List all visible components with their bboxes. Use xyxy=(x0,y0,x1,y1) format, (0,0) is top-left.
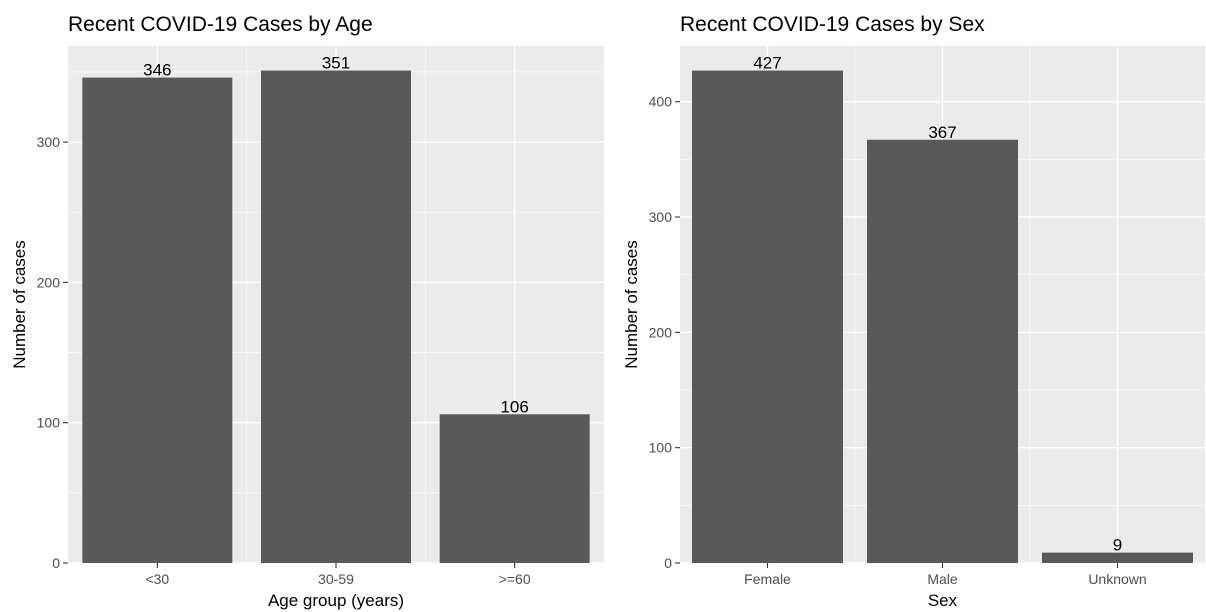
chart-sex: Recent COVID-19 Cases by Sex 0 100 200 300 40… xyxy=(622,13,1205,610)
bar-value-label: 106 xyxy=(500,397,528,416)
chart-age: Recent COVID-19 Cases by Age 0 100 200 300 <3… xyxy=(10,13,604,610)
bar xyxy=(692,70,843,563)
y-tick-label: 100 xyxy=(649,440,673,456)
y-tick-label: 0 xyxy=(664,555,672,571)
bar xyxy=(82,77,233,563)
x-tick-label: <30 xyxy=(145,571,169,587)
y-axis-label: Number of cases xyxy=(10,240,29,369)
y-tick-label: 400 xyxy=(649,94,673,110)
bar xyxy=(261,70,411,563)
bar-value-label: 346 xyxy=(143,61,171,80)
chart-title: Recent COVID-19 Cases by Sex xyxy=(680,13,985,36)
chart-title: Recent COVID-19 Cases by Age xyxy=(68,13,373,36)
y-tick-label: 200 xyxy=(649,324,673,340)
y-tick-label: 300 xyxy=(37,134,61,150)
y-tick-label: 0 xyxy=(52,555,60,571)
bar xyxy=(1042,552,1193,563)
x-tick-label: 30-59 xyxy=(318,571,354,587)
x-axis-label: Age group (years) xyxy=(268,591,404,610)
x-tick-label: Unknown xyxy=(1088,571,1146,587)
bar-value-label: 9 xyxy=(1113,536,1122,555)
bar-value-label: 427 xyxy=(753,54,781,73)
bar xyxy=(439,414,590,563)
bar-value-label: 367 xyxy=(928,123,956,142)
x-tick-label: >=60 xyxy=(499,571,531,587)
x-axis-label: Sex xyxy=(928,591,958,610)
x-tick-label: Female xyxy=(744,571,791,587)
y-tick-label: 300 xyxy=(649,209,673,225)
y-tick-label: 100 xyxy=(37,415,61,431)
y-tick-label: 200 xyxy=(37,274,61,290)
x-tick-label: Male xyxy=(927,571,958,587)
bar xyxy=(867,139,1018,564)
bar-value-label: 351 xyxy=(322,54,350,73)
y-axis-label: Number of cases xyxy=(622,240,641,369)
